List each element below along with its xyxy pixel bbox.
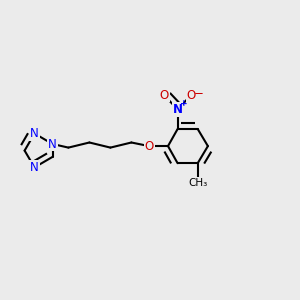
Text: O: O [187, 88, 196, 102]
Text: N: N [30, 161, 39, 174]
Text: O: O [160, 88, 169, 102]
Text: N: N [172, 103, 183, 116]
Text: O: O [145, 140, 154, 153]
Text: CH₃: CH₃ [188, 178, 207, 188]
Text: −: − [194, 87, 203, 100]
Text: N: N [48, 137, 57, 151]
Text: N: N [30, 127, 39, 140]
Text: +: + [180, 99, 188, 108]
